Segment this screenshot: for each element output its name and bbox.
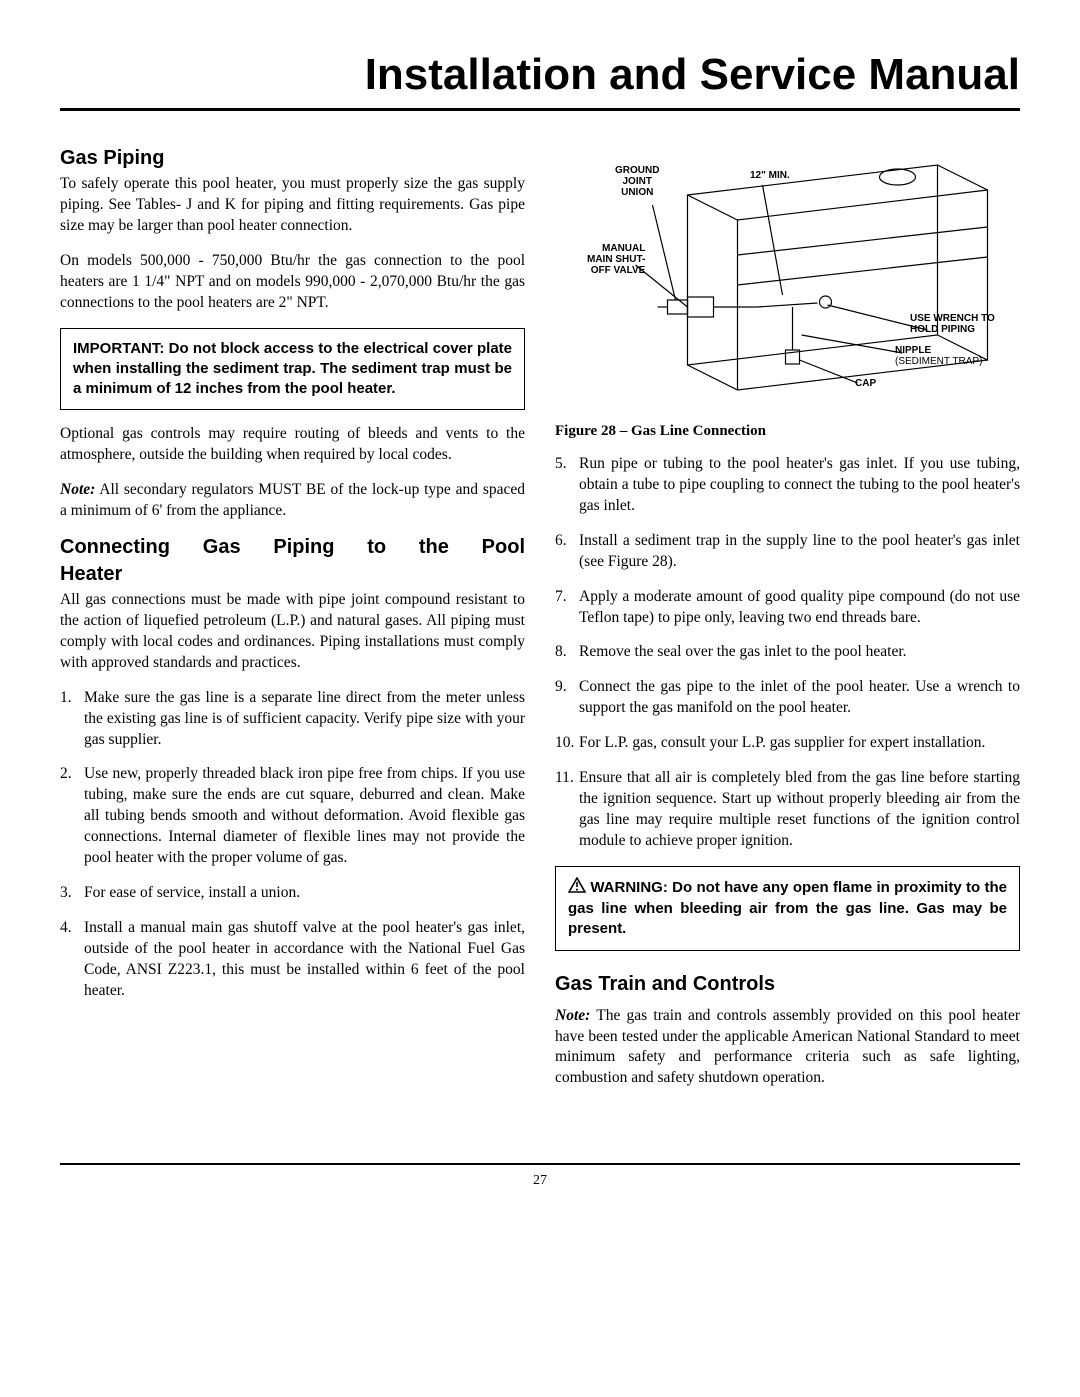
- connecting-intro: All gas connections must be made with pi…: [60, 590, 525, 674]
- list-item: Install a sediment trap in the supply li…: [555, 531, 1020, 573]
- footer-rule: [60, 1163, 1020, 1165]
- gas-piping-heading: Gas Piping: [60, 147, 525, 170]
- gas-piping-p1: To safely operate this pool heater, you …: [60, 174, 525, 237]
- warning-box: WARNING: Do not have any open flame in p…: [555, 866, 1020, 951]
- right-column: GROUNDJOINTUNION MANUALMAIN SHUT-OFF VAL…: [555, 135, 1020, 1103]
- note-body: All secondary regulators MUST BE of the …: [60, 481, 525, 519]
- gas-train-heading: Gas Train and Controls: [555, 973, 1020, 996]
- label-cap: CAP: [855, 378, 876, 389]
- list-item: Remove the seal over the gas inlet to th…: [555, 642, 1020, 663]
- list-item: Install a manual main gas shutoff valve …: [60, 918, 525, 1002]
- left-steps: Make sure the gas line is a separate lin…: [60, 688, 525, 1002]
- list-item: For ease of service, install a union.: [60, 883, 525, 904]
- note-body: The gas train and controls assembly prov…: [555, 1007, 1020, 1087]
- secondary-regulator-note: Note: All secondary regulators MUST BE o…: [60, 480, 525, 522]
- label-shutoff-valve: MANUALMAIN SHUT-OFF VALVE: [587, 243, 645, 276]
- label-nipple: NIPPLE(SEDIMENT TRAP): [895, 345, 982, 367]
- label-ground-joint: GROUNDJOINTUNION: [615, 165, 659, 198]
- gas-line-diagram: GROUNDJOINTUNION MANUALMAIN SHUT-OFF VAL…: [555, 135, 1020, 415]
- note-prefix: Note:: [60, 481, 95, 498]
- content-columns: Gas Piping To safely operate this pool h…: [60, 135, 1020, 1103]
- list-item: Connect the gas pipe to the inlet of the…: [555, 677, 1020, 719]
- gas-piping-p2: On models 500,000 - 750,000 Btu/hr the g…: [60, 251, 525, 314]
- gas-piping-p3: Optional gas controls may require routin…: [60, 424, 525, 466]
- list-item: Use new, properly threaded black iron pi…: [60, 764, 525, 869]
- figure-caption: Figure 28 – Gas Line Connection: [555, 423, 1020, 440]
- connecting-heading-2: Heater: [60, 563, 525, 586]
- list-item: Ensure that all air is completely bled f…: [555, 768, 1020, 852]
- label-use-wrench: USE WRENCH TOHOLD PIPING: [910, 313, 995, 335]
- right-steps: Run pipe or tubing to the pool heater's …: [555, 454, 1020, 852]
- page-title: Installation and Service Manual: [60, 50, 1020, 111]
- warning-icon: [568, 877, 586, 899]
- list-item: Run pipe or tubing to the pool heater's …: [555, 454, 1020, 517]
- connecting-heading-1: Connecting Gas Piping to the Pool: [60, 536, 525, 559]
- list-item: Make sure the gas line is a separate lin…: [60, 688, 525, 751]
- note-prefix: Note:: [555, 1007, 590, 1024]
- important-box: IMPORTANT: Do not block access to the el…: [60, 328, 525, 411]
- gas-train-note: Note: The gas train and controls assembl…: [555, 1006, 1020, 1090]
- list-item: Apply a moderate amount of good quality …: [555, 587, 1020, 629]
- left-column: Gas Piping To safely operate this pool h…: [60, 135, 525, 1103]
- label-12-min: 12" MIN.: [750, 170, 790, 181]
- warning-label: WARNING: [590, 879, 663, 896]
- list-item: For L.P. gas, consult your L.P. gas supp…: [555, 733, 1020, 754]
- figure-28: GROUNDJOINTUNION MANUALMAIN SHUT-OFF VAL…: [555, 135, 1020, 415]
- page-number: 27: [60, 1173, 1020, 1189]
